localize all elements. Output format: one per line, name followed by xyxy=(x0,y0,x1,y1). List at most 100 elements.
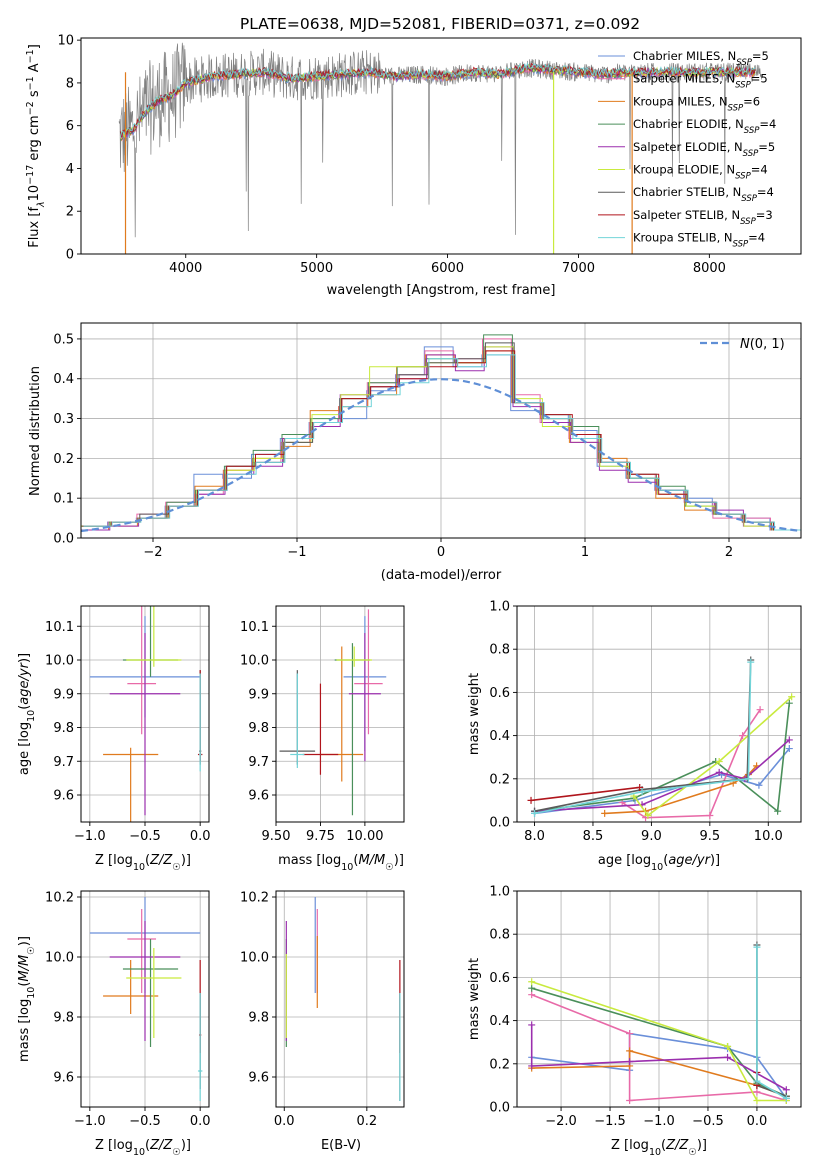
y-tick-label: 2 xyxy=(66,205,74,220)
weight-point-marker xyxy=(638,788,646,796)
y-tick-label: 9.8 xyxy=(248,721,269,736)
histogram-series xyxy=(81,334,801,531)
y-tick-label: 10.1 xyxy=(240,620,269,635)
weight-point-marker xyxy=(528,991,536,999)
weight-point-marker xyxy=(528,984,536,992)
x-tick-label: 0.0 xyxy=(190,1114,211,1129)
legend-entry: Salpeter ELODIE, NSSP=5 xyxy=(633,140,775,159)
weight-series-line xyxy=(621,709,761,819)
x-tick-label: 0.2 xyxy=(356,1114,377,1129)
x-tick-label: −2 xyxy=(143,545,162,560)
weight-point-marker xyxy=(755,781,763,789)
weight-point-marker xyxy=(528,1062,536,1070)
plot-area xyxy=(285,897,401,1101)
y-tick-label: 4 xyxy=(66,162,74,177)
x-tick-label: 0 xyxy=(437,545,445,560)
weight-point-marker xyxy=(774,807,782,815)
histogram-series xyxy=(81,338,800,531)
x-tick-label: −2.0 xyxy=(545,1114,577,1129)
x-tick-label: 0.0 xyxy=(274,1114,295,1129)
residual-histogram-axes: −2 −1 0 1 2 0.0 0.1 0.2 0.3 0.4 0.5 N(0, 1) (data-mo… xyxy=(28,322,802,583)
y-tick-label: 9.8 xyxy=(53,721,74,736)
y-tick-label: 10.1 xyxy=(45,620,74,635)
x-tick-label: 8.0 xyxy=(524,829,545,844)
weight-point-marker xyxy=(782,1086,790,1094)
y-tick-label: 9.6 xyxy=(53,1071,74,1086)
plot-area xyxy=(118,42,762,254)
ebv-mass-axes: 0.0 0.2 9.6 9.8 10.0 10.2 E(B-V) xyxy=(240,890,405,1153)
weight-series-line xyxy=(534,739,790,812)
weight-point-marker xyxy=(744,775,752,783)
legend-entry: N(0, 1) xyxy=(740,337,785,352)
plot-area xyxy=(89,897,203,1101)
y-tick-label: 0.8 xyxy=(489,643,510,658)
y-tick-label: 0.8 xyxy=(489,928,510,943)
y-tick-label: 10.0 xyxy=(240,951,269,966)
weight-point-marker xyxy=(601,809,609,817)
legend-entry: Chabrier MILES, NSSP=5 xyxy=(633,49,769,68)
y-axis-label: mass [log10(M/M☉)] xyxy=(17,936,37,1062)
axes-frame xyxy=(275,605,405,823)
x-tick-label: −0.5 xyxy=(692,1114,724,1129)
legend-entry: Salpeter MILES, NSSP=5 xyxy=(633,72,768,91)
x-tick-label: 0.0 xyxy=(190,829,211,844)
y-tick-label: 1.0 xyxy=(489,885,510,900)
y-tick-label: 0.2 xyxy=(53,452,74,467)
weight-series-line xyxy=(531,980,787,1102)
x-tick-label: 8000 xyxy=(693,261,726,276)
weight-point-marker xyxy=(785,736,793,744)
y-tick-label: 0.4 xyxy=(489,729,510,744)
weight-series-line xyxy=(530,786,640,802)
x-axis-label: mass [log10(M/M☉)] xyxy=(278,853,404,873)
x-axis-label: Z [log10(Z/Z☉)] xyxy=(95,1138,191,1158)
x-tick-label: −1 xyxy=(287,545,306,560)
weight-point-marker xyxy=(644,812,652,820)
x-axis-label: E(B-V) xyxy=(321,1138,361,1153)
y-tick-label: 9.9 xyxy=(53,687,74,702)
legend-entry: Kroupa MILES, NSSP=6 xyxy=(633,94,760,113)
x-tick-label: 2 xyxy=(725,545,733,560)
y-tick-label: 0.3 xyxy=(53,412,74,427)
y-tick-label: 10.2 xyxy=(45,891,74,906)
axes-frame xyxy=(80,37,802,255)
z-mass-axes: −1.0 −0.5 0.0 9.6 9.8 10.0 10.2 Z [log10(Z/Z☉)]… xyxy=(17,890,211,1158)
axes-frame xyxy=(516,605,802,823)
y-axis-label: Normed distribution xyxy=(28,366,43,496)
y-tick-label: 0.0 xyxy=(53,532,74,547)
model-fit-line xyxy=(119,61,756,138)
weight-point-marker xyxy=(626,1097,634,1105)
x-tick-label: 1 xyxy=(581,545,589,560)
y-tick-label: 9.8 xyxy=(53,1011,74,1026)
axes-frame xyxy=(275,890,405,1108)
y-tick-label: 10.0 xyxy=(45,951,74,966)
y-tick-label: 0.4 xyxy=(53,372,74,387)
x-tick-label: 5000 xyxy=(300,261,333,276)
y-tick-label: 9.6 xyxy=(248,1071,269,1086)
weight-point-marker xyxy=(528,1021,536,1029)
y-tick-label: 0.2 xyxy=(489,772,510,787)
weight-point-marker xyxy=(636,783,644,791)
y-tick-label: 8 xyxy=(66,76,74,91)
model-fit-line xyxy=(119,63,756,138)
y-tick-label: 9.6 xyxy=(53,789,74,804)
plot-area xyxy=(81,334,801,533)
age-weight-axes: 8.0 8.5 9.0 9.5 10.0 0.0 0.2 0.4 0.6 0.8 1.0 age [l… xyxy=(467,600,802,873)
mass-age-axes: 9.50 9.75 10.00 9.6 9.7 9.8 9.9 10.0 10.1 mass [l… xyxy=(240,605,405,873)
legend-entry: Salpeter STELIB, NSSP=3 xyxy=(633,208,773,227)
x-tick-label: −1.0 xyxy=(74,1114,106,1129)
y-tick-label: 1.0 xyxy=(489,600,510,615)
y-tick-label: 0.0 xyxy=(489,1101,510,1116)
y-tick-label: 10.0 xyxy=(240,654,269,669)
y-axis-label: mass weight xyxy=(467,958,482,1040)
figure-title: PLATE=0638, MJD=52081, FIBERID=0371, z=0… xyxy=(240,15,640,33)
x-tick-label: 0.0 xyxy=(747,1114,768,1129)
x-tick-label: 7000 xyxy=(562,261,595,276)
weight-point-marker xyxy=(626,1047,634,1055)
weight-point-marker xyxy=(782,1094,790,1102)
weight-point-marker xyxy=(715,768,723,776)
x-tick-label: −0.5 xyxy=(129,829,161,844)
weight-series-line xyxy=(633,696,793,817)
weight-series-line xyxy=(531,1032,787,1099)
spectrum-legend: Chabrier MILES, NSSP=5 Salpeter MILES, NS… xyxy=(598,49,776,250)
y-tick-label: 9.9 xyxy=(248,687,269,702)
